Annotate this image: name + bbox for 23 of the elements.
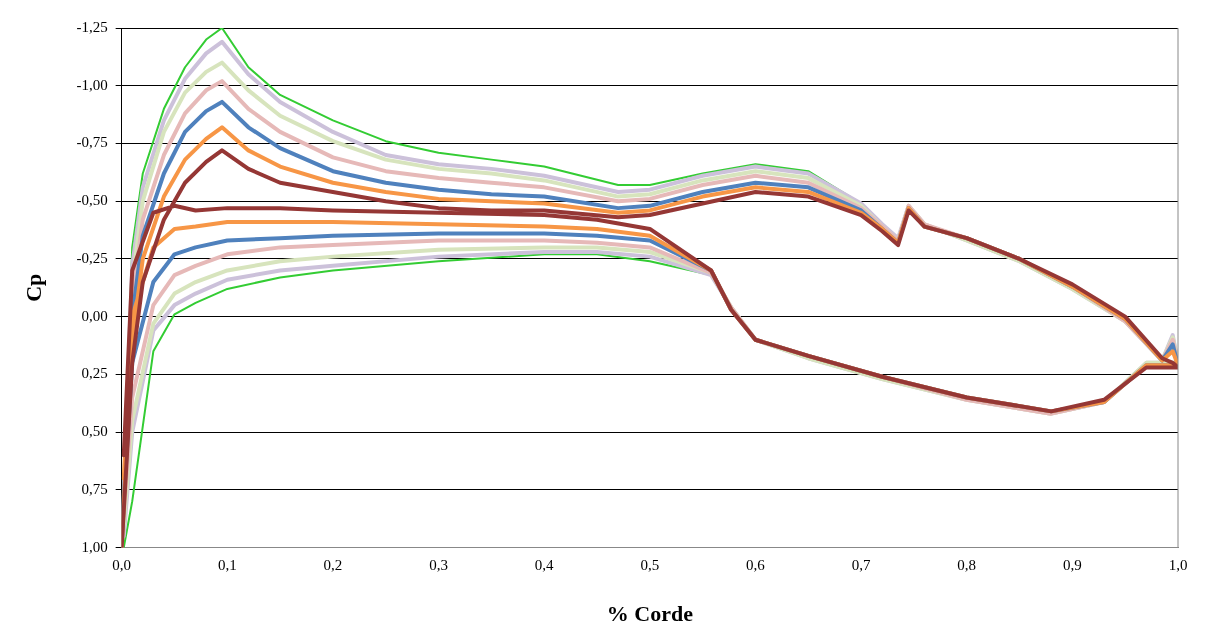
x-tick-label: 0,2 bbox=[323, 556, 343, 573]
y-tick-label: 0,75 bbox=[81, 480, 108, 497]
x-tick-label: 0,3 bbox=[429, 556, 448, 573]
x-tick-label: 1,0 bbox=[1168, 556, 1188, 573]
x-axis-title: % Corde bbox=[606, 601, 694, 627]
y-tick-label: -0,50 bbox=[76, 192, 108, 209]
x-tick-label: 0,8 bbox=[957, 556, 977, 573]
y-tick-label: 0,50 bbox=[81, 423, 108, 440]
x-tick-label: 0,0 bbox=[112, 556, 132, 573]
x-tick-label: 0,7 bbox=[851, 556, 871, 573]
y-tick-label: -1,00 bbox=[76, 76, 108, 93]
x-tick-label: 0,4 bbox=[534, 556, 555, 573]
y-tick-label: 1,00 bbox=[81, 538, 108, 555]
y-tick-label: -0,75 bbox=[76, 134, 108, 151]
y-tick-label: -0,25 bbox=[76, 249, 108, 266]
y-tick-label: 0,00 bbox=[81, 307, 108, 324]
x-tick-label: 0,9 bbox=[1062, 556, 1082, 573]
y-axis-title: Cp bbox=[20, 273, 46, 302]
y-tick-label: 0,25 bbox=[81, 365, 108, 382]
x-tick-label: 0,6 bbox=[746, 556, 766, 573]
x-tick-label: 0,5 bbox=[640, 556, 660, 573]
x-tick-label: 0,1 bbox=[217, 556, 237, 573]
y-tick-label: -1,25 bbox=[76, 18, 108, 35]
